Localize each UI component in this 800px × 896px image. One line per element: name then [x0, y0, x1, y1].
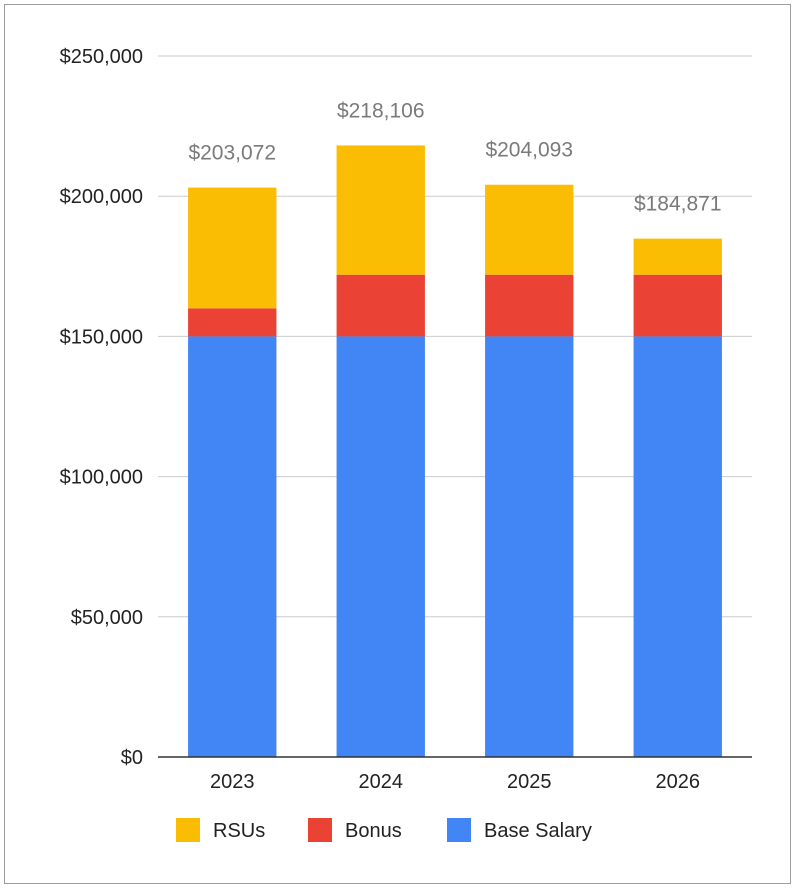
total-labels: $203,072 $218,106 $204,093 $184,871 — [188, 99, 721, 215]
legend: RSUs Bonus Base Salary — [176, 818, 592, 842]
bar-bonus-2026 — [633, 274, 722, 337]
y-tick-label: $150,000 — [60, 326, 143, 348]
x-tick-label-2023: 2023 — [210, 771, 255, 793]
y-axis-tick-labels: $0 $50,000 $100,000 $150,000 $200,000 $250,00… — [60, 46, 143, 769]
bar-rsus-2024 — [336, 145, 425, 275]
total-label-2024: $218,106 — [337, 99, 425, 122]
legend-label-rsus: RSUs — [213, 820, 265, 842]
total-label-2023: $203,072 — [188, 142, 276, 165]
bar-base-salary-2026 — [633, 336, 722, 757]
bar-bonus-2023 — [188, 308, 277, 337]
total-label-2025: $204,093 — [485, 139, 573, 162]
bar-base-salary-2025 — [485, 336, 574, 757]
bar-base-salary-2024 — [336, 336, 425, 757]
bar-base-salary-2023 — [188, 336, 277, 757]
legend-label-base-salary: Base Salary — [484, 820, 592, 842]
legend-label-bonus: Bonus — [345, 820, 402, 842]
x-tick-label-2024: 2024 — [359, 771, 404, 793]
legend-swatch-bonus — [308, 818, 332, 842]
total-label-2026: $184,871 — [634, 193, 722, 216]
bar-rsus-2023 — [188, 187, 277, 309]
y-tick-label: $100,000 — [60, 467, 143, 489]
legend-swatch-rsus — [176, 818, 200, 842]
x-tick-label-2026: 2026 — [656, 771, 701, 793]
y-tick-label: $250,000 — [60, 46, 143, 68]
x-axis-tick-labels: 2023 2024 2025 2026 — [210, 771, 700, 793]
legend-swatch-base-salary — [447, 818, 471, 842]
bar-bonus-2024 — [336, 274, 425, 337]
bar-bonus-2025 — [485, 274, 574, 337]
y-tick-label: $200,000 — [60, 186, 143, 208]
bar-rsus-2026 — [633, 238, 722, 275]
bars — [188, 145, 722, 757]
x-tick-label-2025: 2025 — [507, 771, 552, 793]
y-tick-label: $0 — [121, 747, 143, 769]
y-tick-label: $50,000 — [71, 607, 143, 629]
bar-rsus-2025 — [485, 184, 574, 275]
